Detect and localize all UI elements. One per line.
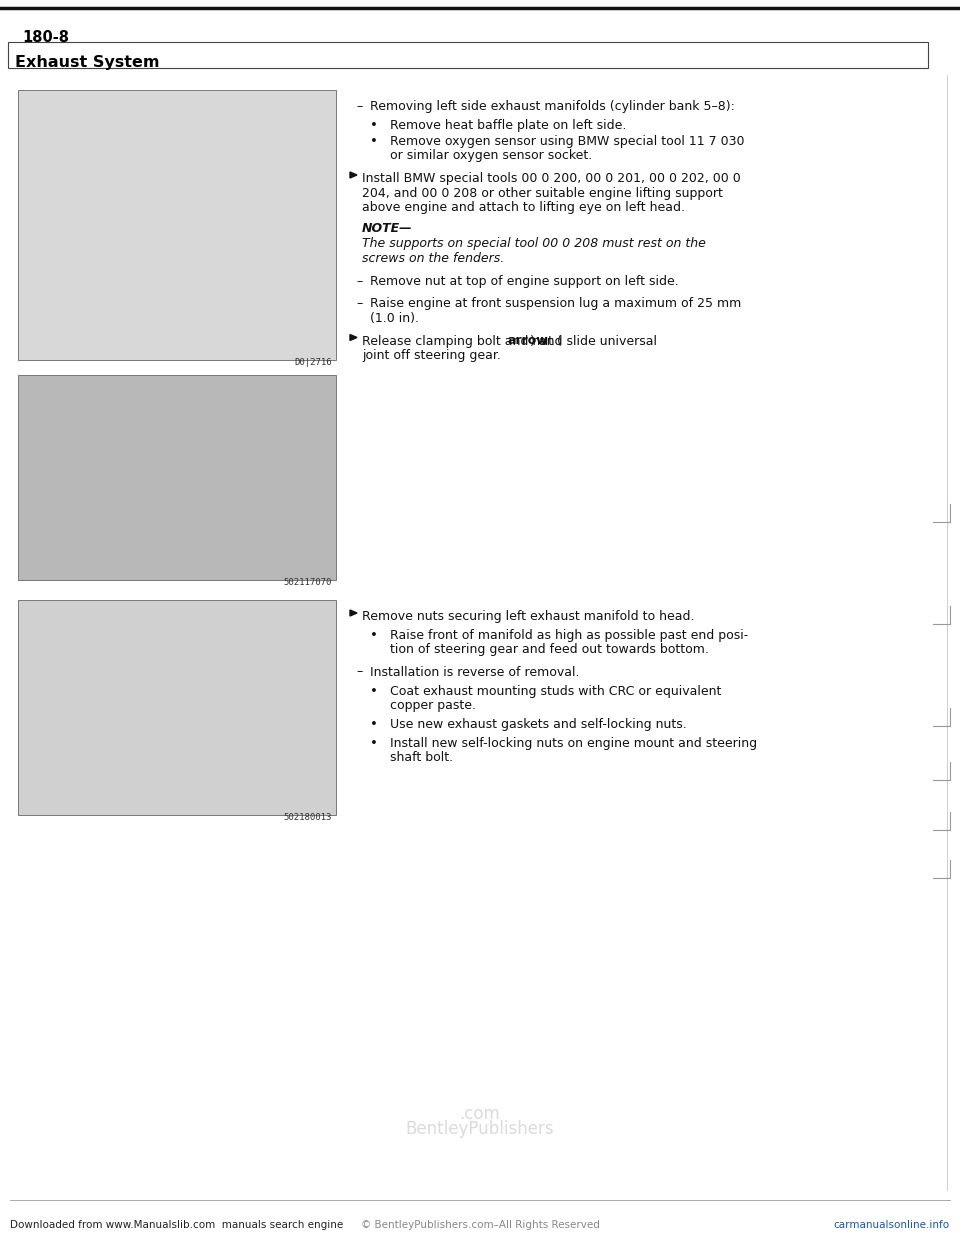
Text: –: – xyxy=(356,274,362,288)
Text: NOTE—: NOTE— xyxy=(362,221,413,235)
Text: Exhaust System: Exhaust System xyxy=(15,55,159,70)
Text: •: • xyxy=(370,135,378,148)
Polygon shape xyxy=(350,610,357,616)
Text: .com: .com xyxy=(460,1105,500,1123)
Text: copper paste.: copper paste. xyxy=(390,699,476,713)
Text: •: • xyxy=(370,628,378,642)
Text: Remove nut at top of engine support on left side.: Remove nut at top of engine support on l… xyxy=(370,274,679,288)
Text: BentleyPublishers: BentleyPublishers xyxy=(406,1120,554,1138)
Text: Install new self-locking nuts on engine mount and steering: Install new self-locking nuts on engine … xyxy=(390,737,757,749)
Text: •: • xyxy=(370,118,378,132)
Text: ) and slide universal: ) and slide universal xyxy=(531,334,658,348)
Text: Raise front of manifold as high as possible past end posi-: Raise front of manifold as high as possi… xyxy=(390,628,748,642)
Text: Remove heat baffle plate on left side.: Remove heat baffle plate on left side. xyxy=(390,118,626,132)
Text: Coat exhaust mounting studs with CRC or equivalent: Coat exhaust mounting studs with CRC or … xyxy=(390,686,721,698)
Text: 204, and 00 0 208 or other suitable engine lifting support: 204, and 00 0 208 or other suitable engi… xyxy=(362,186,723,200)
Text: 180-8: 180-8 xyxy=(22,30,69,45)
Text: 502180013: 502180013 xyxy=(283,814,332,822)
Text: above engine and attach to lifting eye on left head.: above engine and attach to lifting eye o… xyxy=(362,201,685,214)
Text: Raise engine at front suspension lug a maximum of 25 mm: Raise engine at front suspension lug a m… xyxy=(370,298,741,310)
Text: © BentleyPublishers.com–All Rights Reserved: © BentleyPublishers.com–All Rights Reser… xyxy=(361,1220,599,1230)
Text: Removing left side exhaust manifolds (cylinder bank 5–8):: Removing left side exhaust manifolds (cy… xyxy=(370,101,734,113)
Text: tion of steering gear and feed out towards bottom.: tion of steering gear and feed out towar… xyxy=(390,643,708,656)
Bar xyxy=(18,375,336,580)
Text: 502117070: 502117070 xyxy=(283,578,332,587)
Bar xyxy=(18,89,336,360)
Polygon shape xyxy=(350,171,357,178)
Text: •: • xyxy=(370,686,378,698)
Text: Remove nuts securing left exhaust manifold to head.: Remove nuts securing left exhaust manifo… xyxy=(362,610,694,623)
Text: Downloaded from www.Manualslib.com  manuals search engine: Downloaded from www.Manualslib.com manua… xyxy=(10,1220,344,1230)
Text: screws on the fenders.: screws on the fenders. xyxy=(362,251,504,265)
Text: or similar oxygen sensor socket.: or similar oxygen sensor socket. xyxy=(390,149,592,163)
Text: shaft bolt.: shaft bolt. xyxy=(390,751,453,764)
Text: Release clamping bolt and nut (: Release clamping bolt and nut ( xyxy=(362,334,562,348)
Text: D0|2716: D0|2716 xyxy=(295,358,332,366)
Text: Install BMW special tools 00 0 200, 00 0 201, 00 0 202, 00 0: Install BMW special tools 00 0 200, 00 0… xyxy=(362,171,741,185)
Text: Use new exhaust gaskets and self-locking nuts.: Use new exhaust gaskets and self-locking… xyxy=(390,718,686,732)
Bar xyxy=(8,42,928,68)
Text: arrow: arrow xyxy=(507,334,548,348)
Text: •: • xyxy=(370,737,378,749)
Text: –: – xyxy=(356,298,362,310)
Text: –: – xyxy=(356,101,362,113)
Text: carmanualsonline.info: carmanualsonline.info xyxy=(834,1220,950,1230)
Text: •: • xyxy=(370,718,378,732)
Text: –: – xyxy=(356,666,362,678)
Text: The supports on special tool 00 0 208 must rest on the: The supports on special tool 00 0 208 mu… xyxy=(362,237,706,250)
Bar xyxy=(18,600,336,815)
Polygon shape xyxy=(350,334,357,340)
Text: Installation is reverse of removal.: Installation is reverse of removal. xyxy=(370,666,580,678)
Text: (1.0 in).: (1.0 in). xyxy=(370,312,419,325)
Text: Remove oxygen sensor using BMW special tool 11 7 030: Remove oxygen sensor using BMW special t… xyxy=(390,135,745,148)
Text: joint off steering gear.: joint off steering gear. xyxy=(362,349,501,361)
